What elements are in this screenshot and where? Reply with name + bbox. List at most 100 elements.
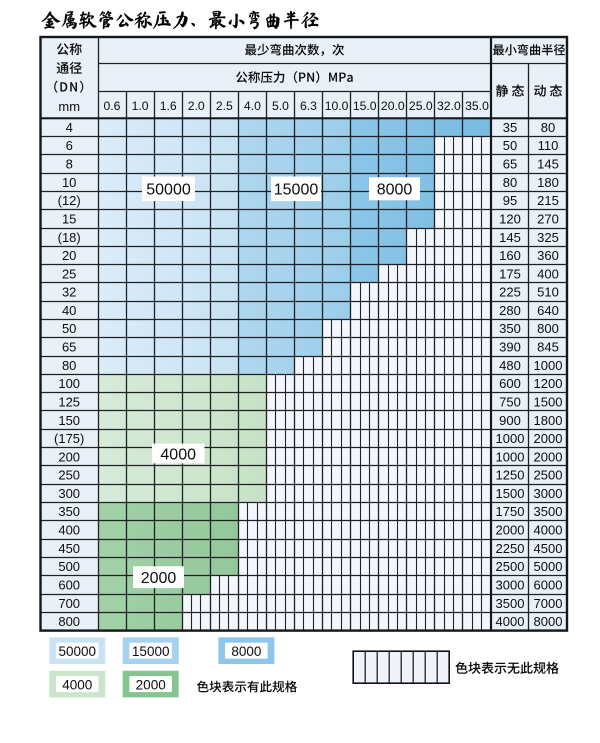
svg-text:1.0: 1.0	[132, 99, 149, 113]
svg-text:2500: 2500	[496, 559, 525, 574]
svg-text:5000: 5000	[534, 559, 563, 574]
svg-text:(175): (175)	[54, 431, 84, 446]
svg-text:2.0: 2.0	[188, 99, 205, 113]
svg-text:2000: 2000	[141, 570, 177, 587]
svg-text:4000: 4000	[160, 446, 196, 463]
svg-text:2000: 2000	[496, 523, 525, 538]
svg-text:350: 350	[58, 504, 80, 519]
svg-text:80: 80	[62, 358, 76, 373]
svg-text:2500: 2500	[534, 468, 563, 483]
svg-text:1200: 1200	[534, 376, 563, 391]
svg-text:120: 120	[499, 211, 521, 226]
svg-text:32.0: 32.0	[437, 99, 461, 113]
svg-text:80: 80	[541, 120, 555, 135]
svg-text:10.0: 10.0	[325, 99, 349, 113]
svg-text:640: 640	[537, 303, 559, 318]
svg-text:510: 510	[537, 285, 559, 300]
svg-text:1500: 1500	[534, 394, 563, 409]
svg-text:25.0: 25.0	[409, 99, 433, 113]
svg-text:4000: 4000	[62, 677, 92, 692]
svg-text:8000: 8000	[534, 614, 563, 629]
svg-text:4500: 4500	[534, 541, 563, 556]
svg-text:350: 350	[499, 321, 521, 336]
svg-text:180: 180	[537, 175, 559, 190]
svg-text:2000: 2000	[136, 677, 166, 692]
svg-text:145: 145	[537, 157, 559, 172]
svg-text:20: 20	[62, 248, 76, 263]
svg-text:35.0: 35.0	[465, 99, 489, 113]
svg-text:700: 700	[58, 596, 80, 611]
svg-text:800: 800	[537, 321, 559, 336]
svg-text:4: 4	[66, 120, 73, 135]
svg-text:250: 250	[58, 468, 80, 483]
svg-text:110: 110	[538, 138, 559, 153]
svg-text:400: 400	[58, 523, 80, 538]
svg-text:25: 25	[62, 266, 76, 281]
svg-text:175: 175	[499, 266, 521, 281]
svg-text:600: 600	[499, 376, 521, 391]
svg-text:125: 125	[58, 394, 80, 409]
svg-text:1500: 1500	[496, 486, 525, 501]
svg-text:1.6: 1.6	[160, 99, 177, 113]
svg-text:(12): (12)	[58, 193, 81, 208]
svg-text:3500: 3500	[496, 596, 525, 611]
svg-text:450: 450	[58, 541, 80, 556]
svg-text:4.0: 4.0	[244, 99, 261, 113]
svg-text:4000: 4000	[496, 614, 525, 629]
svg-text:750: 750	[499, 394, 521, 409]
svg-text:6.3: 6.3	[300, 99, 317, 113]
svg-text:390: 390	[499, 340, 521, 355]
svg-text:845: 845	[537, 340, 559, 355]
svg-text:4000: 4000	[534, 523, 563, 538]
svg-text:5.0: 5.0	[272, 99, 289, 113]
svg-text:65: 65	[503, 157, 517, 172]
svg-text:360: 360	[537, 248, 559, 263]
svg-text:215: 215	[537, 193, 559, 208]
svg-text:8000: 8000	[231, 644, 261, 659]
svg-text:1750: 1750	[496, 504, 525, 519]
svg-text:1250: 1250	[496, 468, 525, 483]
svg-text:80: 80	[503, 175, 517, 190]
svg-text:200: 200	[58, 449, 80, 464]
svg-text:20.0: 20.0	[381, 99, 405, 113]
svg-text:300: 300	[58, 486, 80, 501]
svg-text:800: 800	[58, 614, 80, 629]
svg-text:2000: 2000	[534, 449, 563, 464]
svg-text:40: 40	[62, 303, 76, 318]
svg-text:50: 50	[503, 138, 517, 153]
svg-text:2250: 2250	[496, 541, 525, 556]
svg-text:7000: 7000	[534, 596, 563, 611]
svg-text:1000: 1000	[496, 431, 525, 446]
svg-text:270: 270	[537, 211, 559, 226]
svg-text:0.6: 0.6	[104, 99, 121, 113]
svg-text:15000: 15000	[132, 644, 170, 659]
svg-text:65: 65	[62, 340, 76, 355]
svg-text:3000: 3000	[534, 486, 563, 501]
svg-text:3000: 3000	[496, 578, 525, 593]
svg-text:6: 6	[66, 138, 73, 153]
svg-text:145: 145	[499, 230, 521, 245]
svg-text:50000: 50000	[146, 182, 191, 199]
svg-text:8000: 8000	[377, 182, 413, 199]
svg-text:1000: 1000	[534, 358, 563, 373]
svg-text:100: 100	[58, 376, 80, 391]
svg-text:225: 225	[499, 285, 521, 300]
svg-text:160: 160	[499, 248, 521, 263]
svg-text:50: 50	[62, 321, 76, 336]
svg-text:400: 400	[537, 266, 559, 281]
svg-text:15: 15	[62, 211, 76, 226]
svg-text:3500: 3500	[534, 504, 563, 519]
svg-text:10: 10	[62, 175, 76, 190]
svg-text:2000: 2000	[534, 431, 563, 446]
svg-text:32: 32	[62, 285, 76, 300]
svg-text:900: 900	[499, 413, 521, 428]
svg-text:600: 600	[58, 578, 80, 593]
svg-text:1800: 1800	[534, 413, 563, 428]
svg-text:50000: 50000	[59, 644, 97, 659]
svg-text:95: 95	[503, 193, 517, 208]
svg-text:35: 35	[503, 120, 517, 135]
svg-text:mm: mm	[58, 99, 80, 114]
svg-text:15000: 15000	[274, 182, 319, 199]
svg-text:8: 8	[66, 157, 73, 172]
svg-text:480: 480	[499, 358, 521, 373]
